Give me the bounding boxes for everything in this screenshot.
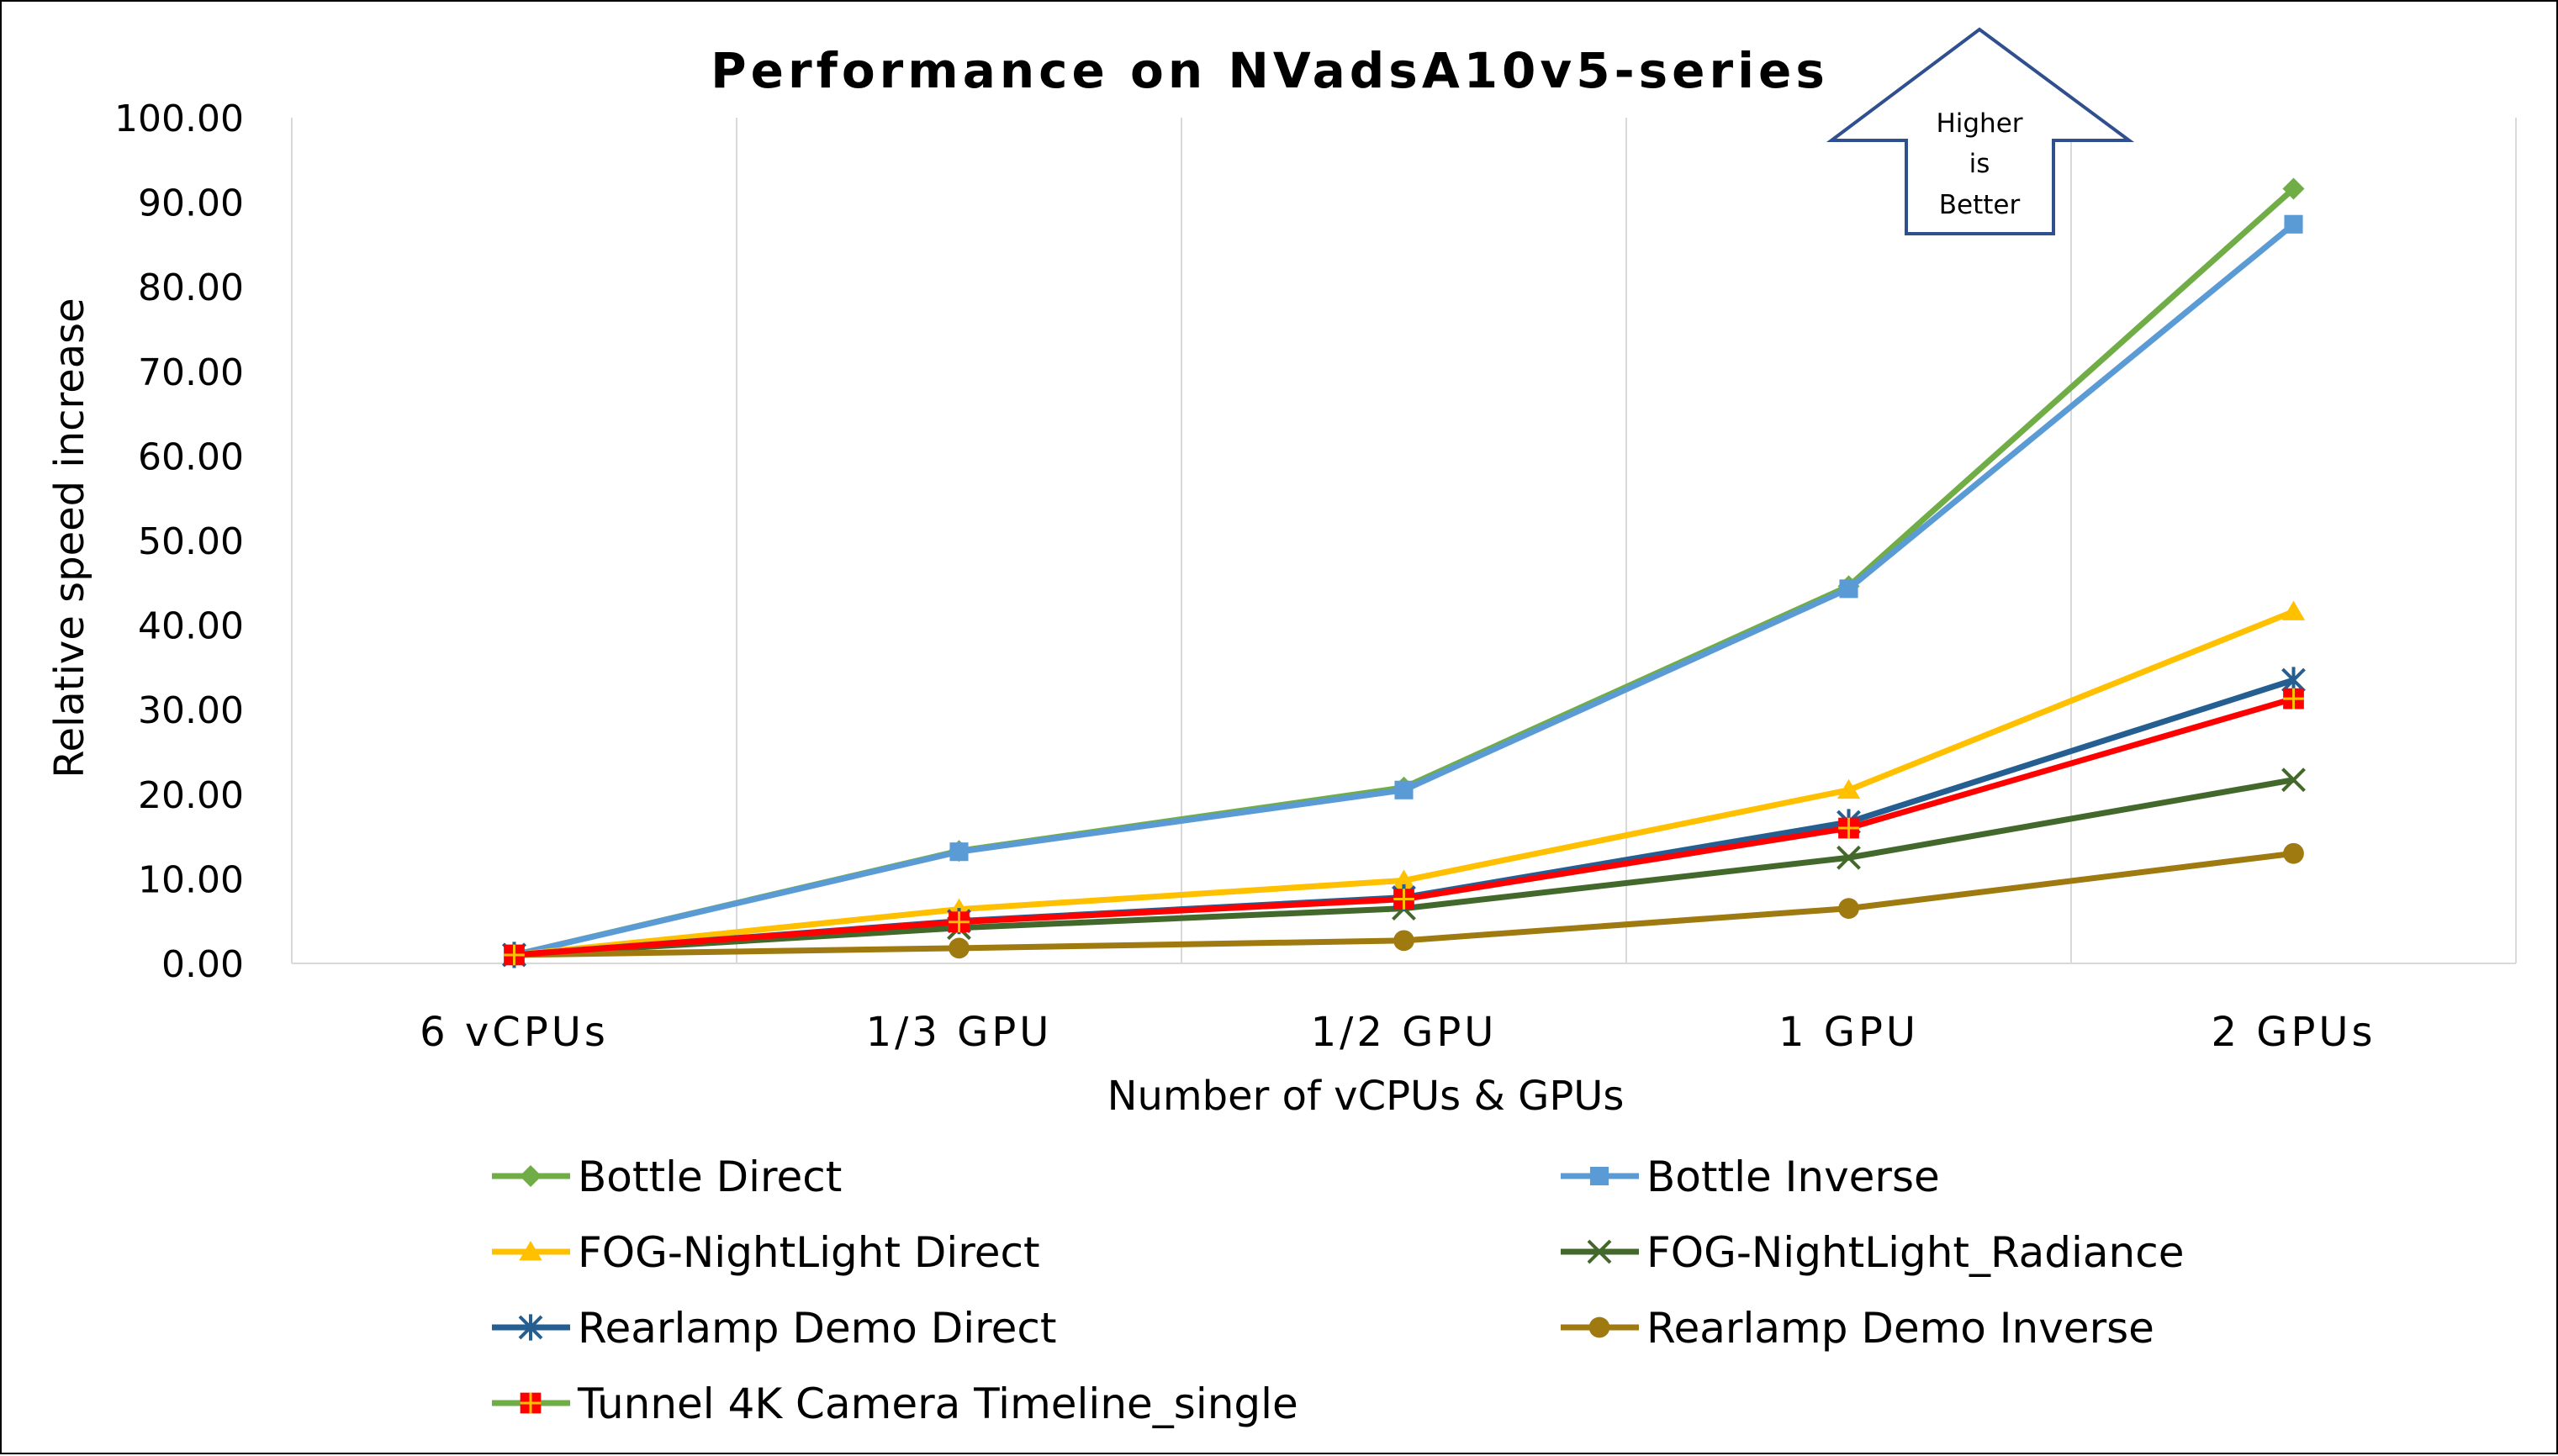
annotation-line-2: is bbox=[1969, 149, 1990, 179]
marker-cross-detail bbox=[520, 1392, 542, 1414]
legend-item-rearlamp-demo-direct: Rearlamp Demo Direct bbox=[492, 1304, 1056, 1353]
y-tick-label: 60.00 bbox=[138, 435, 244, 478]
y-tick-label: 20.00 bbox=[138, 774, 244, 817]
legend: Bottle Direct Bottle Inverse FOG-NightLigh… bbox=[492, 1153, 2185, 1428]
data-point-marker bbox=[1839, 579, 1858, 599]
annotation-line-1: Higher bbox=[1936, 108, 2022, 139]
marker-cross-detail bbox=[1838, 817, 1859, 839]
y-axis-ticks: 0.00 10.00 20.00 30.00 40.00 50.00 60.00 70.00 8… bbox=[114, 98, 244, 986]
legend-label: FOG-NightLight Direct bbox=[578, 1228, 1040, 1277]
data-point-marker bbox=[949, 842, 969, 862]
series-tunnel-4k-camera-timeline-single bbox=[504, 688, 2304, 966]
y-tick-label: 50.00 bbox=[138, 520, 244, 563]
legend-label: FOG-NightLight_Radiance bbox=[1646, 1228, 2185, 1277]
series-line bbox=[513, 186, 2296, 958]
data-point-marker bbox=[1837, 778, 1861, 799]
y-tick-label: 70.00 bbox=[138, 351, 244, 394]
legend-label: Tunnel 4K Camera Timeline_single bbox=[577, 1380, 1298, 1428]
y-tick-label: 0.00 bbox=[161, 943, 244, 986]
series-rearlamp-demo-direct bbox=[502, 667, 2306, 968]
annotation-line-3: Better bbox=[1939, 190, 2021, 220]
y-tick-label: 10.00 bbox=[138, 858, 244, 901]
data-point-marker bbox=[518, 1314, 543, 1341]
data-point-marker bbox=[1394, 780, 1414, 799]
legend-item-fog-nightlight-radiance: FOG-NightLight_Radiance bbox=[1561, 1228, 2185, 1277]
legend-item-tunnel-4k-camera-timeline-single: Tunnel 4K Camera Timeline_single bbox=[492, 1380, 1298, 1428]
marker-cross-detail bbox=[2283, 688, 2304, 710]
legend-item-bottle-direct: Bottle Direct bbox=[492, 1153, 842, 1201]
data-point-marker bbox=[519, 1241, 542, 1261]
y-tick-label: 80.00 bbox=[138, 266, 244, 309]
higher-is-better-arrow: Higher is Better bbox=[1826, 27, 2135, 235]
y-tick-label: 100.00 bbox=[114, 98, 244, 140]
data-point-marker bbox=[2284, 214, 2303, 234]
legend-item-rearlamp-demo-inverse: Rearlamp Demo Inverse bbox=[1561, 1304, 2154, 1353]
y-tick-label: 40.00 bbox=[138, 605, 244, 648]
x-tick-label: 1/2 GPU bbox=[1311, 1009, 1498, 1056]
data-point-marker bbox=[1393, 930, 1414, 952]
data-point-marker bbox=[949, 937, 970, 959]
data-point-marker bbox=[520, 1165, 542, 1187]
data-point-marker bbox=[1589, 1166, 1609, 1186]
gridlines bbox=[291, 118, 2517, 964]
legend-item-bottle-inverse: Bottle Inverse bbox=[1561, 1153, 1940, 1201]
data-point-marker bbox=[2281, 600, 2306, 620]
marker-cross-detail bbox=[1393, 889, 1414, 910]
data-point-marker bbox=[1837, 845, 1861, 870]
data-point-marker bbox=[2282, 177, 2305, 200]
x-tick-label: 1 GPU bbox=[1778, 1009, 1919, 1056]
legend-label: Rearlamp Demo Direct bbox=[578, 1304, 1056, 1353]
y-axis-label: Relative speed increase bbox=[46, 298, 93, 778]
up-arrow-shape bbox=[1826, 27, 2135, 235]
data-point-marker bbox=[2281, 768, 2306, 793]
legend-item-fog-nightlight-direct: FOG-NightLight Direct bbox=[492, 1228, 1040, 1277]
marker-cross-detail bbox=[949, 911, 970, 933]
x-axis-ticks: 6 vCPUs 1/3 GPU 1/2 GPU 1 GPU 2 GPUs bbox=[420, 1009, 2376, 1056]
data-point-marker bbox=[1392, 869, 1416, 889]
y-tick-label: 30.00 bbox=[138, 689, 244, 732]
x-tick-label: 1/3 GPU bbox=[866, 1009, 1053, 1056]
marker-cross-detail bbox=[504, 944, 525, 966]
series-lines bbox=[502, 177, 2306, 968]
x-tick-label: 2 GPUs bbox=[2211, 1009, 2376, 1056]
data-point-marker bbox=[1838, 898, 1859, 919]
chart-title: Performance on NVadsA10v5-series bbox=[711, 42, 1829, 99]
legend-label: Rearlamp Demo Inverse bbox=[1646, 1304, 2154, 1353]
data-point-marker bbox=[2283, 842, 2304, 864]
x-axis-label: Number of vCPUs & GPUs bbox=[1107, 1073, 1625, 1120]
series-bottle-direct bbox=[503, 177, 2305, 966]
series-bottle-inverse bbox=[505, 214, 2303, 964]
x-tick-label: 6 vCPUs bbox=[420, 1009, 609, 1056]
legend-label: Bottle Direct bbox=[578, 1153, 842, 1201]
data-point-marker bbox=[1588, 1316, 1610, 1338]
y-tick-label: 90.00 bbox=[138, 182, 244, 225]
legend-label: Bottle Inverse bbox=[1646, 1153, 1940, 1201]
data-point-marker bbox=[1587, 1239, 1612, 1264]
series-line bbox=[513, 222, 2296, 958]
